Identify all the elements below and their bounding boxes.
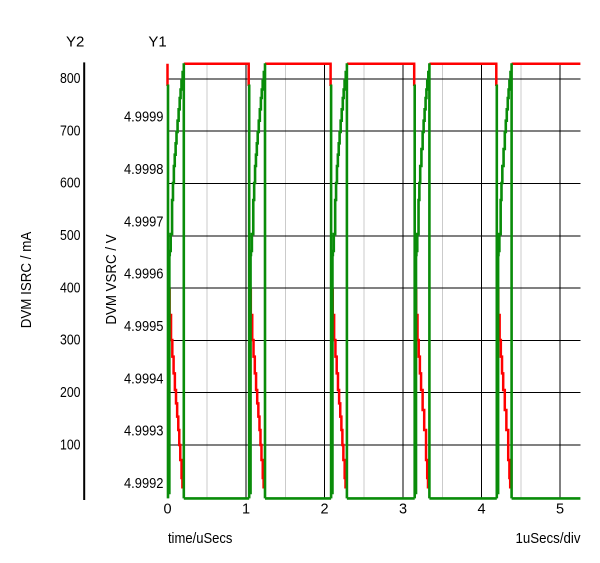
svg-text:time/uSecs: time/uSecs bbox=[168, 530, 233, 547]
svg-text:4.9996: 4.9996 bbox=[124, 267, 164, 283]
svg-text:400: 400 bbox=[60, 280, 81, 296]
svg-text:0: 0 bbox=[163, 502, 171, 518]
svg-text:1uSecs/div: 1uSecs/div bbox=[516, 530, 581, 547]
svg-text:1: 1 bbox=[242, 502, 250, 518]
svg-text:Y1: Y1 bbox=[148, 33, 166, 50]
svg-text:300: 300 bbox=[60, 333, 81, 349]
svg-text:4.9995: 4.9995 bbox=[124, 319, 164, 335]
svg-text:600: 600 bbox=[60, 176, 81, 192]
svg-text:4.9992: 4.9992 bbox=[124, 476, 164, 492]
svg-text:2: 2 bbox=[320, 502, 328, 518]
svg-text:200: 200 bbox=[60, 385, 81, 401]
svg-text:800: 800 bbox=[60, 71, 81, 87]
svg-text:4.9994: 4.9994 bbox=[124, 371, 164, 387]
svg-text:4.9993: 4.9993 bbox=[124, 424, 164, 440]
svg-text:DVM ISRC / mA: DVM ISRC / mA bbox=[18, 232, 35, 329]
svg-text:4: 4 bbox=[477, 502, 485, 518]
svg-text:4.9999: 4.9999 bbox=[124, 110, 164, 126]
svg-text:500: 500 bbox=[60, 228, 81, 244]
svg-text:Y2: Y2 bbox=[66, 33, 84, 50]
svg-text:5: 5 bbox=[556, 502, 564, 518]
svg-text:4.9998: 4.9998 bbox=[124, 162, 164, 178]
svg-text:100: 100 bbox=[60, 437, 81, 453]
svg-text:3: 3 bbox=[399, 502, 407, 518]
svg-text:DVM VSRC / V: DVM VSRC / V bbox=[103, 234, 120, 324]
svg-text:700: 700 bbox=[60, 123, 81, 139]
svg-text:4.9997: 4.9997 bbox=[124, 214, 164, 230]
